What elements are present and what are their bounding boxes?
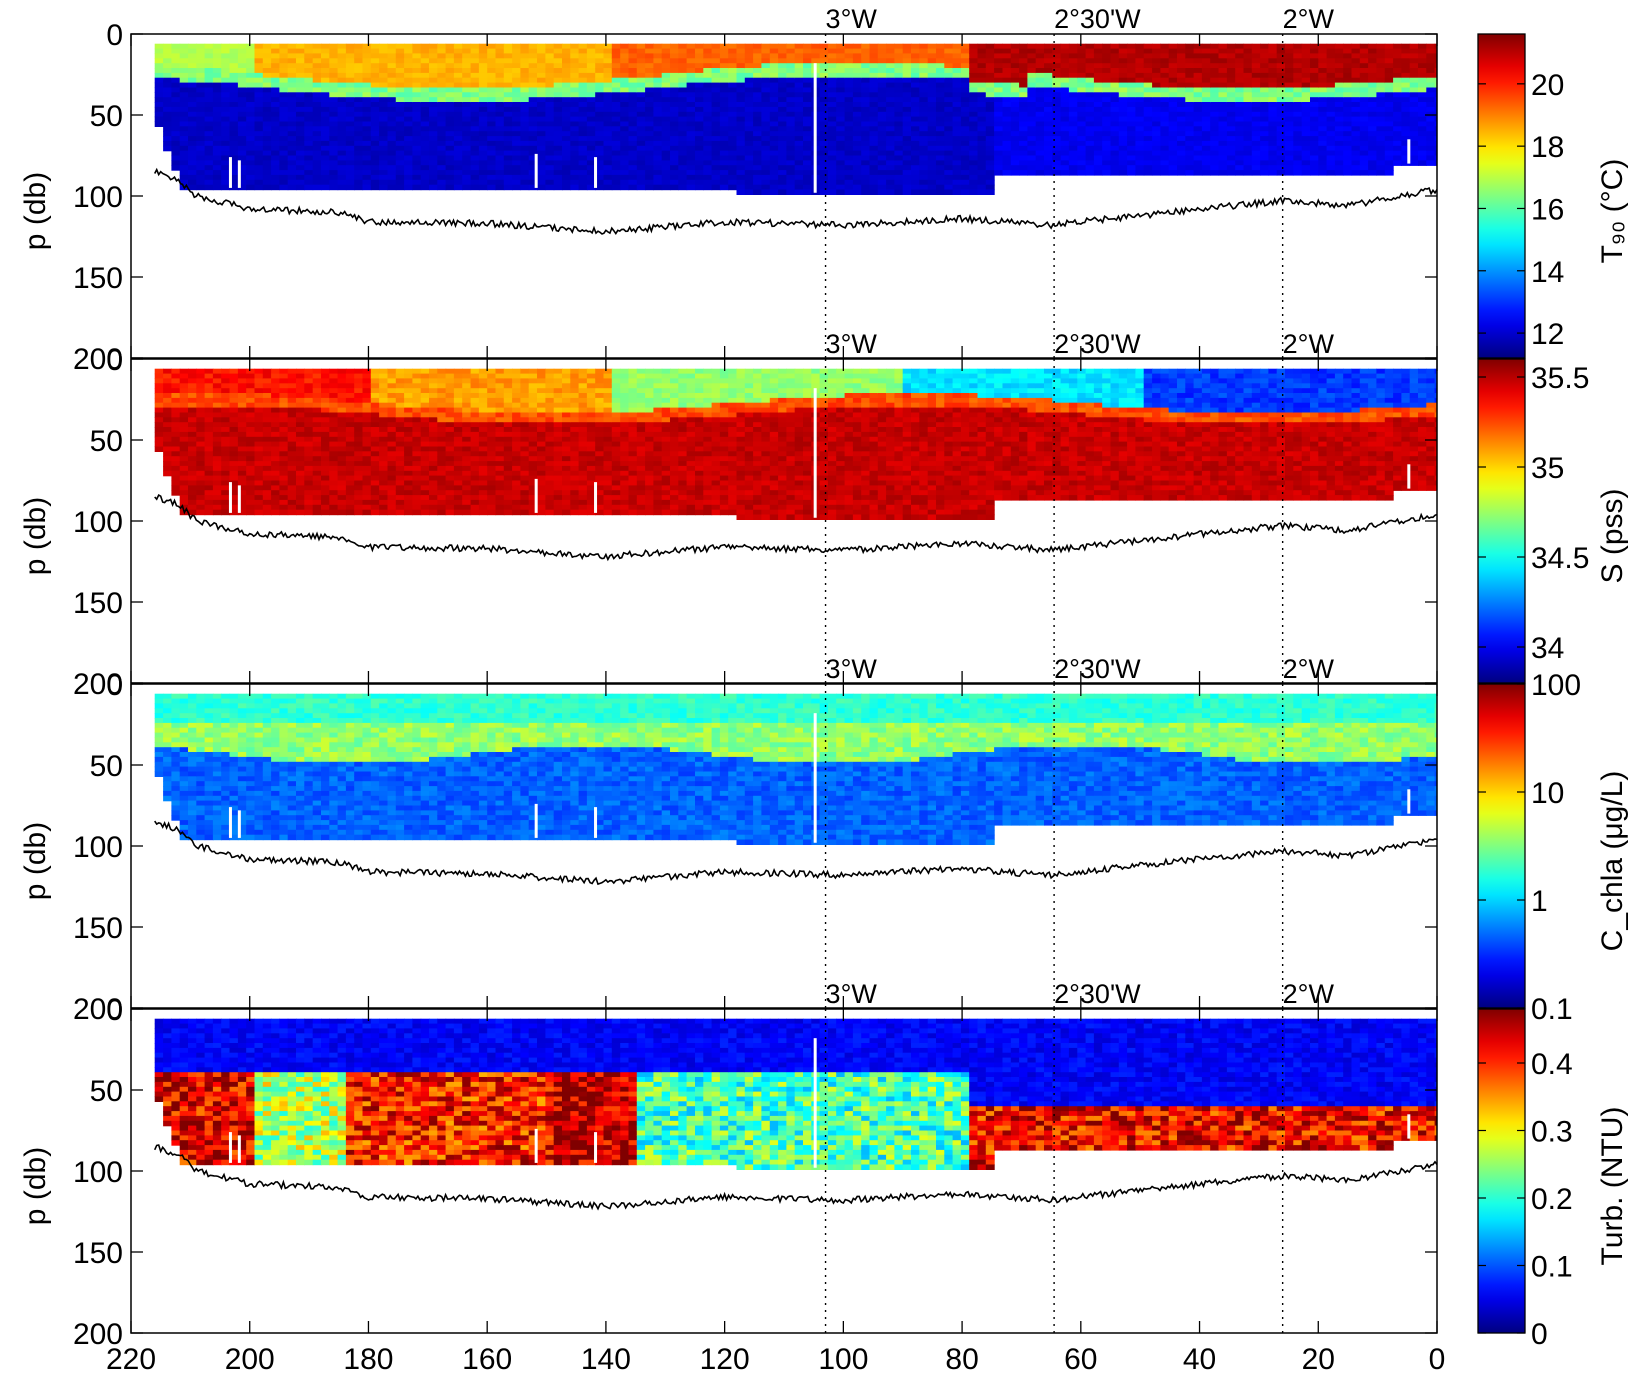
y-tick-label: 150 — [73, 912, 123, 945]
bottom-depth-line — [154, 820, 1437, 886]
heatmap-field — [154, 43, 1437, 195]
colorbar-tick-label: 100 — [1531, 669, 1581, 702]
x-tick-label: 60 — [1064, 1343, 1097, 1376]
y-tick-label: 150 — [73, 1237, 123, 1270]
x-tick-label: 160 — [462, 1343, 512, 1376]
y-tick-label: 100 — [73, 831, 123, 864]
colorbar-tick-label: 34.5 — [1531, 542, 1589, 575]
colorbar-tick-label: 10 — [1531, 777, 1564, 810]
x-tick-label: 20 — [1302, 1343, 1335, 1376]
heatmap-field — [154, 693, 1437, 845]
colorbar-tick-label: 1 — [1531, 885, 1548, 918]
y-tick-label: 100 — [73, 506, 123, 539]
x-tick-label: 80 — [945, 1343, 978, 1376]
y-tick-label: 0 — [106, 994, 123, 1027]
colorbar-tick-label: 16 — [1531, 193, 1564, 226]
y-tick-label: 200 — [73, 668, 123, 701]
bottom-depth-line — [153, 167, 1437, 236]
y-tick-label: 50 — [90, 750, 123, 783]
colorbar: 34 34.5 35 35.5 S (pss) — [1477, 358, 1629, 684]
x-tick-label: 220 — [106, 1343, 156, 1376]
longitude-label: 2°W — [1283, 329, 1335, 359]
x-tick-label: 100 — [818, 1343, 868, 1376]
longitude-label: 3°W — [826, 4, 878, 34]
colorbar-tick-label: 0.1 — [1531, 1251, 1573, 1284]
longitude-label: 2°30'W — [1054, 654, 1141, 684]
colorbar: 0.1 1 10 100 C_chla (μg/L) — [1477, 669, 1629, 1026]
colorbar-tick-label: 14 — [1531, 256, 1564, 289]
y-axis-title: p (db) — [19, 172, 52, 250]
longitude-label: 2°W — [1283, 654, 1335, 684]
x-tick-label: 180 — [343, 1343, 393, 1376]
x-tick-label: 120 — [700, 1343, 750, 1376]
longitude-label: 3°W — [826, 979, 878, 1009]
colorbar-tick-label: 35.5 — [1531, 362, 1589, 395]
y-axis-title: p (db) — [19, 822, 52, 900]
y-tick-label: 200 — [73, 1318, 123, 1351]
y-tick-label: 0 — [106, 344, 123, 377]
section-panel-3: 3°W 2°30'W 2°W 0 50 100 150 200 p (db) 0.1 1 10 100 C… — [19, 654, 1629, 1026]
y-tick-label: 200 — [73, 343, 123, 376]
colorbar-tick-label: 12 — [1531, 318, 1564, 351]
colorbar-label: T₉₀ (°C) — [1596, 159, 1629, 264]
longitude-label: 2°30'W — [1054, 329, 1141, 359]
colorbar-tick-label: 0.1 — [1531, 993, 1573, 1026]
y-tick-label: 0 — [106, 669, 123, 702]
y-tick-label: 100 — [73, 1156, 123, 1189]
colorbar: 0 0.1 0.2 0.3 0.4 Turb. (NTU) — [1477, 1008, 1629, 1351]
colorbar-tick-label: 18 — [1531, 131, 1564, 164]
bottom-depth-line — [153, 1144, 1437, 1211]
y-tick-label: 50 — [90, 425, 123, 458]
colorbar-tick-label: 0 — [1531, 1318, 1548, 1351]
colorbar-tick-label: 20 — [1531, 69, 1564, 102]
colorbar-tick-label: 0.3 — [1531, 1116, 1573, 1149]
y-tick-label: 0 — [106, 19, 123, 52]
colorbar-label: S (pss) — [1596, 488, 1629, 583]
colorbar-label: C_chla (μg/L) — [1596, 771, 1629, 952]
bottom-depth-line — [154, 493, 1437, 562]
colorbar-tick-label: 34 — [1531, 632, 1564, 665]
colorbar: 12 14 16 18 20 T₉₀ (°C) — [1477, 33, 1629, 359]
colorbar-tick-label: 0.2 — [1531, 1183, 1573, 1216]
longitude-label: 2°30'W — [1054, 4, 1141, 34]
heatmap-field — [154, 368, 1437, 520]
section-panel-2: 3°W 2°30'W 2°W 0 50 100 150 200 p (db) 34 34.5 35 35… — [19, 329, 1629, 701]
y-tick-label: 50 — [90, 1075, 123, 1108]
y-tick-label: 150 — [73, 587, 123, 620]
y-axis-title: p (db) — [19, 1147, 52, 1225]
colorbar-tick-label: 0.4 — [1531, 1048, 1573, 1081]
y-axis-title: p (db) — [19, 497, 52, 575]
y-tick-label: 200 — [73, 993, 123, 1026]
colorbar-tick-label: 35 — [1531, 452, 1564, 485]
x-tick-label: 200 — [225, 1343, 275, 1376]
y-tick-label: 100 — [73, 181, 123, 214]
x-tick-label: 0 — [1429, 1343, 1446, 1376]
x-tick-label: 140 — [581, 1343, 631, 1376]
longitude-label: 3°W — [826, 329, 878, 359]
longitude-label: 2°30'W — [1054, 979, 1141, 1009]
longitude-label: 3°W — [826, 654, 878, 684]
colorbar-label: Turb. (NTU) — [1596, 1107, 1629, 1266]
y-tick-label: 150 — [73, 262, 123, 295]
heatmap-field — [154, 1018, 1437, 1170]
longitude-label: 2°W — [1283, 979, 1335, 1009]
y-tick-label: 50 — [90, 100, 123, 133]
longitude-label: 2°W — [1283, 4, 1335, 34]
x-tick-label: 40 — [1183, 1343, 1216, 1376]
